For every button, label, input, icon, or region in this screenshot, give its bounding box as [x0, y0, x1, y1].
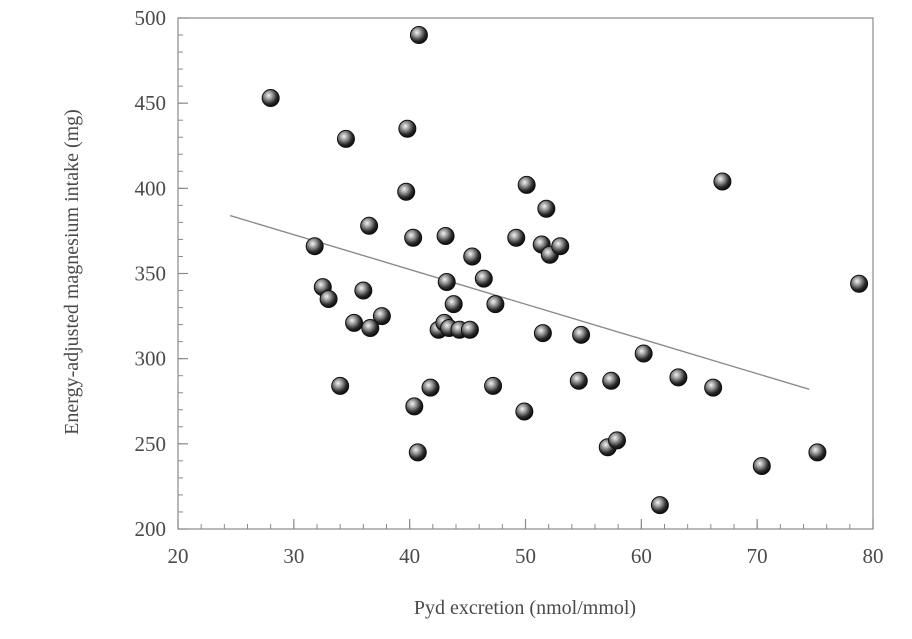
data-point — [704, 378, 723, 397]
y-tick-label: 300 — [135, 347, 167, 371]
data-point — [850, 274, 869, 293]
x-tick-label: 50 — [515, 544, 536, 568]
data-point — [515, 402, 534, 421]
data-point — [669, 368, 688, 387]
data-point — [517, 175, 536, 194]
data-point — [608, 431, 627, 450]
data-point — [444, 295, 463, 314]
data-point — [408, 443, 427, 462]
data-point — [569, 371, 588, 390]
data-point — [474, 269, 493, 288]
data-point — [436, 227, 455, 246]
x-axis-title: Pyd excretion (nmol/mmol) — [414, 597, 636, 619]
y-axis-title: Energy-adjusted magnesium intake (mg) — [61, 109, 83, 435]
y-tick-label: 450 — [135, 91, 167, 115]
x-tick-label: 40 — [399, 544, 420, 568]
data-point — [360, 216, 379, 235]
data-point — [551, 237, 570, 256]
y-tick-label: 500 — [135, 6, 167, 30]
data-point — [421, 378, 440, 397]
minor-ticks — [177, 17, 874, 530]
data-point — [361, 319, 380, 338]
data-point — [460, 320, 479, 339]
x-tick-label: 80 — [863, 544, 884, 568]
data-point — [305, 237, 324, 256]
data-point — [572, 325, 591, 344]
data-point — [484, 376, 503, 395]
data-point — [319, 290, 338, 309]
major-ticks — [177, 17, 874, 530]
x-tick-label: 20 — [168, 544, 189, 568]
trend-line — [229, 214, 810, 390]
x-tick-labels: 20 30 40 50 60 70 80 — [168, 544, 884, 568]
data-point — [354, 281, 373, 300]
data-point — [602, 371, 621, 390]
data-point — [650, 496, 669, 515]
y-tick-label: 400 — [135, 176, 167, 200]
data-point — [634, 344, 653, 363]
data-point — [486, 295, 505, 314]
y-tick-labels: 200 250 300 350 400 450 500 — [135, 6, 167, 541]
data-point — [507, 228, 526, 247]
data-point — [404, 228, 423, 247]
data-point — [533, 324, 552, 343]
data-point — [372, 307, 391, 326]
y-tick-label: 350 — [135, 262, 167, 286]
data-point — [405, 397, 424, 416]
data-point — [397, 182, 416, 201]
x-tick-label: 30 — [283, 544, 304, 568]
data-point — [752, 456, 771, 475]
data-point — [336, 129, 355, 148]
data-point — [463, 247, 482, 266]
data-points — [261, 26, 869, 515]
x-tick-label: 70 — [747, 544, 768, 568]
data-point — [437, 273, 456, 292]
data-point — [808, 443, 827, 462]
data-point — [345, 313, 364, 332]
data-point — [331, 376, 350, 395]
plot-frame — [177, 17, 874, 530]
y-tick-label: 200 — [135, 517, 167, 541]
data-point — [409, 26, 428, 45]
x-tick-label: 60 — [631, 544, 652, 568]
data-point — [713, 172, 732, 191]
data-point — [261, 89, 280, 108]
data-point — [398, 119, 417, 138]
data-point — [537, 199, 556, 218]
y-tick-label: 250 — [135, 432, 167, 456]
